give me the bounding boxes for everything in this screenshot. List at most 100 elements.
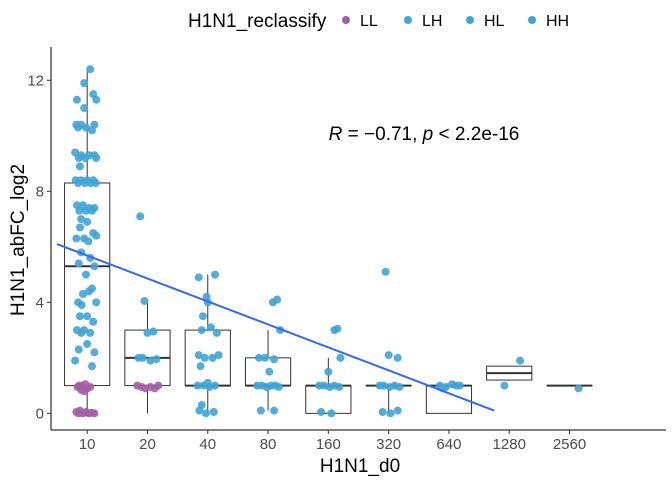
point-LH xyxy=(455,381,464,390)
y-axis-title: H1N1_abFC_log2 xyxy=(8,164,29,316)
point-LH xyxy=(386,409,395,418)
point-HH xyxy=(84,287,93,296)
x-tick-label: 20 xyxy=(139,436,156,453)
point-LL xyxy=(90,409,99,418)
point-LH xyxy=(255,353,264,362)
regression-line-group xyxy=(56,243,495,412)
point-HH xyxy=(81,270,90,279)
legend-title: H1N1_reclassify xyxy=(188,11,327,32)
point-LH xyxy=(261,353,270,362)
point-LH xyxy=(379,381,388,390)
legend-label: HL xyxy=(484,13,505,30)
x-tick-label: 160 xyxy=(316,436,341,453)
data-points xyxy=(71,65,583,418)
legend-entry-hh: HH xyxy=(528,13,569,30)
point-LH xyxy=(197,401,206,410)
y-tick-label: 4 xyxy=(36,294,44,311)
point-LH xyxy=(206,323,215,332)
legend-entry-lh: LH xyxy=(404,13,442,30)
correlation-annotation: R = −0.71, p < 2.2e-16 xyxy=(329,124,520,145)
legend: H1N1_reclassify LL LH HL HH xyxy=(188,11,569,32)
point-HH xyxy=(75,162,84,171)
point-LH xyxy=(324,367,333,376)
legend-label: LH xyxy=(422,13,442,30)
point-HH xyxy=(74,259,83,268)
point-HH xyxy=(136,212,145,221)
y-axis-ticks: 0 4 8 12 xyxy=(27,72,51,422)
annotation-r-value: = −0.71, xyxy=(342,124,422,145)
point-LH xyxy=(194,351,203,360)
point-LH xyxy=(152,355,161,364)
point-HH xyxy=(77,301,86,310)
point-HH xyxy=(80,79,89,88)
point-HH xyxy=(80,178,89,187)
point-LH xyxy=(378,407,387,416)
regression-line xyxy=(56,243,495,412)
point-HH xyxy=(83,217,92,226)
point-HH xyxy=(92,298,101,307)
point-LL xyxy=(80,387,89,396)
point-LH xyxy=(193,381,202,390)
y-tick-label: 12 xyxy=(27,72,44,89)
x-tick-label: 10 xyxy=(79,436,96,453)
y-tick-label: 8 xyxy=(36,183,44,200)
point-LH xyxy=(199,381,208,390)
point-HH xyxy=(86,65,95,74)
point-LL xyxy=(86,382,95,391)
point-LH xyxy=(327,409,336,418)
point-HH xyxy=(91,178,100,187)
x-tick-label: 320 xyxy=(376,436,401,453)
x-tick-label: 2560 xyxy=(553,436,586,453)
point-HH xyxy=(77,215,86,224)
point-LH xyxy=(516,356,525,365)
point-HH xyxy=(88,126,96,135)
point-LH xyxy=(500,381,509,390)
point-LH xyxy=(393,353,402,362)
legend-entry-ll: LL xyxy=(342,13,378,30)
boxplot-20 xyxy=(124,302,171,414)
point-LH xyxy=(200,353,209,362)
legend-label: LL xyxy=(360,13,378,30)
point-LH xyxy=(395,382,404,391)
point-LH xyxy=(211,381,219,390)
point-HH xyxy=(381,267,390,276)
point-HH xyxy=(75,206,84,215)
point-LH xyxy=(336,353,345,362)
point-HH xyxy=(74,178,83,187)
point-LH xyxy=(149,327,158,336)
point-LH xyxy=(71,356,80,365)
point-LL xyxy=(154,381,163,390)
point-LH xyxy=(90,348,99,357)
x-tick-label: 640 xyxy=(436,436,461,453)
point-LH xyxy=(274,382,283,391)
annotation-r-label: R xyxy=(329,124,343,145)
point-LH xyxy=(77,328,86,337)
point-HH xyxy=(81,206,90,215)
point-HH xyxy=(92,95,101,104)
point-LH xyxy=(574,384,583,393)
point-LH xyxy=(143,328,152,337)
point-HH xyxy=(78,290,87,299)
legend-entry-hl: HL xyxy=(466,13,505,30)
y-tick-label: 0 xyxy=(36,405,44,422)
point-LH xyxy=(138,353,147,362)
x-axis-title: H1N1_d0 xyxy=(320,456,400,477)
point-HH xyxy=(75,312,84,321)
legend-key-lh xyxy=(404,16,412,24)
point-HH xyxy=(140,296,149,305)
legend-key-hh xyxy=(528,16,536,24)
annotation-p-label: p xyxy=(422,124,434,145)
point-HH xyxy=(81,154,90,163)
legend-key-hl xyxy=(466,16,474,24)
point-LH xyxy=(146,356,155,365)
point-LH xyxy=(201,409,210,418)
point-HH xyxy=(74,154,83,163)
point-LH xyxy=(88,362,96,371)
point-HH xyxy=(92,231,101,240)
point-HH xyxy=(72,234,81,243)
point-LH xyxy=(212,328,221,337)
point-HH xyxy=(89,317,98,326)
point-HH xyxy=(211,270,219,279)
point-LH xyxy=(74,345,83,354)
point-LH xyxy=(196,362,205,371)
